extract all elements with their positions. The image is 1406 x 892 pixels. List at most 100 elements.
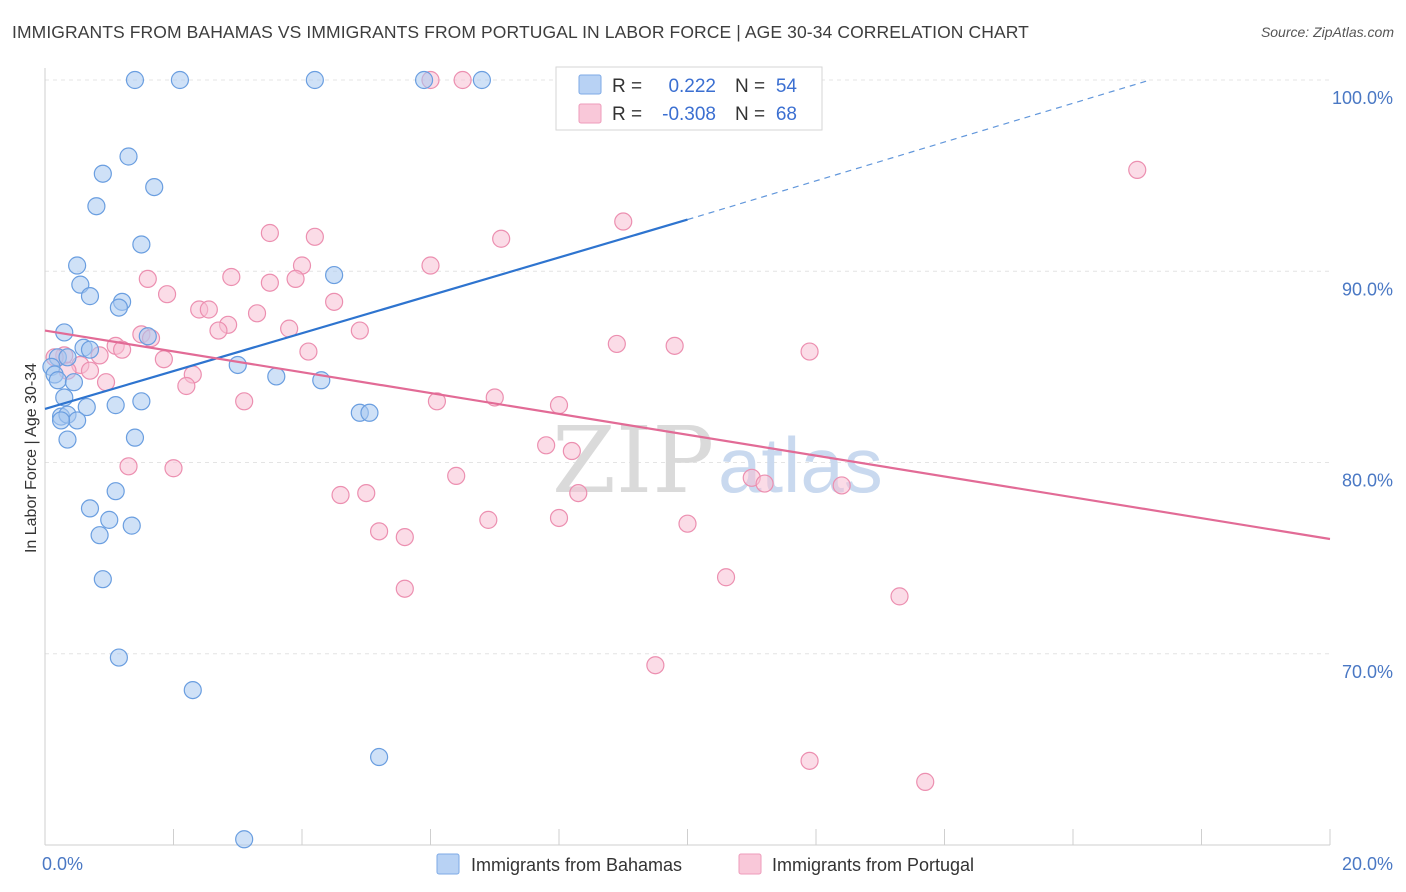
portugal-point-9: [421, 256, 440, 275]
bahamas-point-43: [100, 510, 119, 529]
bahamas-point-45: [90, 526, 109, 545]
portugal-point-65: [800, 751, 819, 770]
portugal-point-13: [286, 269, 305, 288]
series-legend: Immigrants from Bahamas Immigrants from …: [436, 853, 974, 875]
trend-lines: [44, 79, 1331, 541]
portugal-point-32: [80, 361, 100, 380]
portugal-point-11: [222, 267, 241, 287]
bahamas-point-3: [414, 70, 434, 90]
portugal-point-19: [325, 292, 344, 311]
portugal-point-63: [890, 587, 909, 606]
portugal-point-59: [370, 522, 389, 541]
bahamas-point-42: [80, 499, 100, 518]
bahamas-point-8: [87, 197, 106, 216]
bahamas-point-28: [228, 355, 247, 375]
portugal-point-38: [607, 334, 626, 354]
series-legend-swatch-portugal: [738, 853, 762, 875]
portugal-point-12: [260, 273, 279, 292]
portugal-trend-line: [44, 329, 1331, 541]
points-bahamas: [42, 70, 491, 849]
bahamas-point-6: [93, 164, 112, 183]
series-legend-swatch-bahamas: [436, 853, 460, 875]
bahamas-point-30: [132, 392, 151, 411]
x-tick-labels: 0.0% 20.0%: [42, 854, 1393, 874]
portugal-point-5: [260, 223, 279, 243]
bahamas-point-19: [80, 340, 100, 359]
y-tick-label-0: 100.0%: [1332, 88, 1393, 108]
portugal-point-26: [112, 340, 132, 359]
portugal-point-22: [209, 321, 228, 340]
legend-r-value-bahamas: 0.222: [668, 76, 716, 97]
series-legend-label-bahamas: Immigrants from Bahamas: [471, 855, 682, 875]
portugal-point-60: [395, 527, 414, 547]
x-tick-label-1: 20.0%: [1342, 854, 1393, 874]
portugal-point-36: [177, 376, 196, 396]
chart-source: Source: ZipAtlas.com: [1260, 24, 1394, 40]
stats-legend: R = 0.222 N = 54 R = -0.308 N = 68: [555, 66, 823, 131]
legend-swatch-bahamas: [578, 74, 602, 95]
portugal-point-62: [716, 568, 736, 587]
portugal-point-10: [138, 269, 157, 288]
bahamas-point-46: [93, 570, 112, 589]
portugal-point-40: [800, 342, 819, 361]
portugal-point-56: [479, 510, 498, 529]
portugal-point-64: [646, 656, 665, 675]
portugal-point-52: [832, 476, 851, 495]
portugal-point-44: [549, 396, 569, 415]
bahamas-point-35: [68, 411, 87, 430]
bahamas-trend-line: [44, 218, 688, 411]
legend-r-value-portugal: -0.308: [662, 104, 716, 125]
bahamas-point-12: [80, 287, 100, 306]
portugal-point-43: [235, 392, 254, 411]
bahamas-point-7: [145, 178, 164, 197]
axes: [44, 68, 1331, 846]
bahamas-point-48: [183, 680, 202, 700]
legend-n-label-bahamas: N =: [735, 76, 765, 97]
chart-title: IMMIGRANTS FROM BAHAMAS VS IMMIGRANTS FR…: [12, 22, 1029, 42]
bahamas-point-1: [170, 70, 190, 90]
watermark-atlas: atlas: [718, 421, 883, 509]
portugal-point-45: [537, 436, 556, 455]
x-tick-label-0: 0.0%: [42, 854, 83, 874]
bahamas-point-44: [122, 516, 141, 535]
legend-r-label-portugal: R =: [612, 104, 642, 125]
series-legend-label-portugal: Immigrants from Portugal: [772, 855, 974, 875]
bahamas-point-9: [132, 235, 151, 254]
legend-n-value-portugal: 68: [776, 104, 797, 125]
bahamas-point-31: [106, 396, 125, 415]
bahamas-point-14: [109, 298, 128, 317]
bahamas-point-26: [267, 367, 286, 386]
bahamas-point-2: [305, 70, 324, 90]
bahamas-point-50: [235, 830, 254, 849]
portugal-point-16: [199, 300, 218, 319]
bahamas-point-40: [125, 428, 145, 447]
y-tick-label-2: 80.0%: [1342, 471, 1393, 491]
bahamas-point-15: [325, 265, 344, 285]
bahamas-point-38: [360, 403, 379, 422]
portugal-point-53: [569, 484, 588, 503]
bahamas-point-41: [106, 482, 125, 501]
portugal-point-1: [453, 70, 472, 90]
legend-r-label-bahamas: R =: [612, 76, 642, 97]
bahamas-point-49: [370, 747, 389, 767]
portugal-point-6: [305, 227, 324, 246]
bahamas-point-39: [58, 430, 77, 449]
portugal-point-29: [299, 342, 318, 361]
portugal-point-3: [1128, 160, 1147, 179]
bahamas-point-36: [51, 411, 71, 430]
portugal-point-54: [331, 485, 350, 505]
portugal-point-48: [164, 459, 183, 478]
portugal-point-46: [562, 441, 581, 461]
portugal-point-21: [350, 321, 369, 340]
bahamas-point-17: [138, 327, 157, 346]
bahamas-point-21: [58, 348, 77, 367]
legend-n-label-portugal: N =: [735, 104, 765, 125]
y-tick-label-3: 70.0%: [1342, 662, 1393, 682]
portugal-point-61: [395, 579, 414, 598]
portugal-point-42: [427, 392, 447, 411]
portugal-point-7: [492, 229, 511, 248]
bahamas-point-4: [472, 70, 491, 90]
y-tick-label-1: 90.0%: [1342, 279, 1393, 299]
portugal-point-47: [119, 457, 138, 476]
